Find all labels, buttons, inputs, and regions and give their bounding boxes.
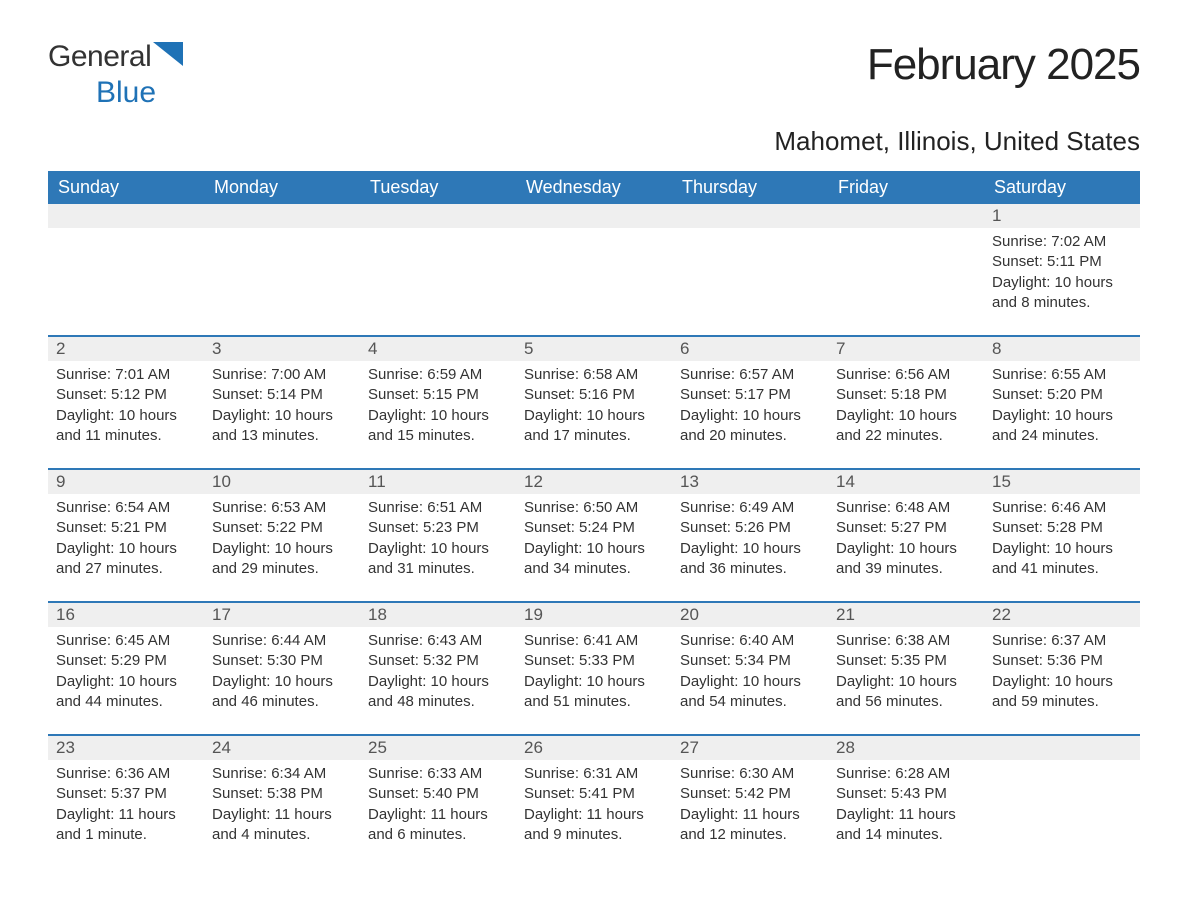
- day-cell-28: Sunrise: 6:28 AMSunset: 5:43 PMDaylight:…: [828, 760, 984, 867]
- weekday-wednesday: Wednesday: [516, 171, 672, 204]
- empty-cell: [516, 228, 672, 335]
- day-cell-7: Sunrise: 6:56 AMSunset: 5:18 PMDaylight:…: [828, 361, 984, 468]
- empty-cell: [48, 228, 204, 335]
- flag-icon: [153, 42, 183, 66]
- header: General Blue February 2025: [48, 40, 1140, 108]
- day-cell-3: Sunrise: 7:00 AMSunset: 5:14 PMDaylight:…: [204, 361, 360, 468]
- daynum-row: 232425262728: [48, 736, 1140, 760]
- content-row: Sunrise: 6:54 AMSunset: 5:21 PMDaylight:…: [48, 494, 1140, 601]
- calendar-body: 1Sunrise: 7:02 AMSunset: 5:11 PMDaylight…: [48, 204, 1140, 867]
- weekday-monday: Monday: [204, 171, 360, 204]
- weekday-saturday: Saturday: [984, 171, 1140, 204]
- day-cell-15: Sunrise: 6:46 AMSunset: 5:28 PMDaylight:…: [984, 494, 1140, 601]
- calendar-table: SundayMondayTuesdayWednesdayThursdayFrid…: [48, 171, 1140, 867]
- empty-cell: [516, 204, 672, 228]
- day-number-16: 16: [48, 603, 204, 627]
- day-cell-22: Sunrise: 6:37 AMSunset: 5:36 PMDaylight:…: [984, 627, 1140, 734]
- day-number-17: 17: [204, 603, 360, 627]
- weekday-tuesday: Tuesday: [360, 171, 516, 204]
- location-label: Mahomet, Illinois, United States: [48, 126, 1140, 157]
- content-row: Sunrise: 7:02 AMSunset: 5:11 PMDaylight:…: [48, 228, 1140, 335]
- empty-cell: [984, 760, 1140, 867]
- day-number-23: 23: [48, 736, 204, 760]
- day-cell-8: Sunrise: 6:55 AMSunset: 5:20 PMDaylight:…: [984, 361, 1140, 468]
- content-row: Sunrise: 6:45 AMSunset: 5:29 PMDaylight:…: [48, 627, 1140, 734]
- day-cell-12: Sunrise: 6:50 AMSunset: 5:24 PMDaylight:…: [516, 494, 672, 601]
- day-cell-23: Sunrise: 6:36 AMSunset: 5:37 PMDaylight:…: [48, 760, 204, 867]
- day-cell-1: Sunrise: 7:02 AMSunset: 5:11 PMDaylight:…: [984, 228, 1140, 335]
- day-cell-24: Sunrise: 6:34 AMSunset: 5:38 PMDaylight:…: [204, 760, 360, 867]
- day-cell-17: Sunrise: 6:44 AMSunset: 5:30 PMDaylight:…: [204, 627, 360, 734]
- day-number-10: 10: [204, 470, 360, 494]
- daynum-row: 1: [48, 204, 1140, 228]
- daynum-row: 16171819202122: [48, 603, 1140, 627]
- day-cell-18: Sunrise: 6:43 AMSunset: 5:32 PMDaylight:…: [360, 627, 516, 734]
- day-cell-13: Sunrise: 6:49 AMSunset: 5:26 PMDaylight:…: [672, 494, 828, 601]
- day-number-26: 26: [516, 736, 672, 760]
- day-number-2: 2: [48, 337, 204, 361]
- empty-cell: [672, 204, 828, 228]
- day-number-20: 20: [672, 603, 828, 627]
- day-number-13: 13: [672, 470, 828, 494]
- empty-cell: [204, 228, 360, 335]
- daynum-row: 2345678: [48, 337, 1140, 361]
- day-number-22: 22: [984, 603, 1140, 627]
- empty-cell: [360, 204, 516, 228]
- weekday-sunday: Sunday: [48, 171, 204, 204]
- day-number-12: 12: [516, 470, 672, 494]
- daynum-row: 9101112131415: [48, 470, 1140, 494]
- day-cell-27: Sunrise: 6:30 AMSunset: 5:42 PMDaylight:…: [672, 760, 828, 867]
- day-cell-16: Sunrise: 6:45 AMSunset: 5:29 PMDaylight:…: [48, 627, 204, 734]
- day-cell-20: Sunrise: 6:40 AMSunset: 5:34 PMDaylight:…: [672, 627, 828, 734]
- page-title: February 2025: [867, 40, 1140, 90]
- content-row: Sunrise: 6:36 AMSunset: 5:37 PMDaylight:…: [48, 760, 1140, 867]
- brand-general: General: [48, 40, 151, 73]
- weekday-thursday: Thursday: [672, 171, 828, 204]
- empty-cell: [360, 228, 516, 335]
- empty-cell: [204, 204, 360, 228]
- day-cell-10: Sunrise: 6:53 AMSunset: 5:22 PMDaylight:…: [204, 494, 360, 601]
- day-number-15: 15: [984, 470, 1140, 494]
- empty-cell: [828, 204, 984, 228]
- day-number-25: 25: [360, 736, 516, 760]
- day-number-5: 5: [516, 337, 672, 361]
- day-number-19: 19: [516, 603, 672, 627]
- brand-blue: Blue: [96, 76, 156, 109]
- day-number-24: 24: [204, 736, 360, 760]
- day-number-9: 9: [48, 470, 204, 494]
- day-cell-5: Sunrise: 6:58 AMSunset: 5:16 PMDaylight:…: [516, 361, 672, 468]
- day-number-11: 11: [360, 470, 516, 494]
- empty-cell: [984, 736, 1140, 760]
- day-cell-21: Sunrise: 6:38 AMSunset: 5:35 PMDaylight:…: [828, 627, 984, 734]
- empty-cell: [48, 204, 204, 228]
- content-row: Sunrise: 7:01 AMSunset: 5:12 PMDaylight:…: [48, 361, 1140, 468]
- day-cell-14: Sunrise: 6:48 AMSunset: 5:27 PMDaylight:…: [828, 494, 984, 601]
- day-number-8: 8: [984, 337, 1140, 361]
- day-cell-2: Sunrise: 7:01 AMSunset: 5:12 PMDaylight:…: [48, 361, 204, 468]
- day-number-21: 21: [828, 603, 984, 627]
- day-cell-25: Sunrise: 6:33 AMSunset: 5:40 PMDaylight:…: [360, 760, 516, 867]
- day-cell-26: Sunrise: 6:31 AMSunset: 5:41 PMDaylight:…: [516, 760, 672, 867]
- day-cell-19: Sunrise: 6:41 AMSunset: 5:33 PMDaylight:…: [516, 627, 672, 734]
- day-number-4: 4: [360, 337, 516, 361]
- day-number-3: 3: [204, 337, 360, 361]
- day-number-7: 7: [828, 337, 984, 361]
- day-number-1: 1: [984, 204, 1140, 228]
- empty-cell: [672, 228, 828, 335]
- day-number-27: 27: [672, 736, 828, 760]
- day-number-6: 6: [672, 337, 828, 361]
- day-cell-6: Sunrise: 6:57 AMSunset: 5:17 PMDaylight:…: [672, 361, 828, 468]
- day-number-14: 14: [828, 470, 984, 494]
- day-cell-9: Sunrise: 6:54 AMSunset: 5:21 PMDaylight:…: [48, 494, 204, 601]
- day-number-28: 28: [828, 736, 984, 760]
- day-cell-4: Sunrise: 6:59 AMSunset: 5:15 PMDaylight:…: [360, 361, 516, 468]
- empty-cell: [828, 228, 984, 335]
- weekday-header-row: SundayMondayTuesdayWednesdayThursdayFrid…: [48, 171, 1140, 204]
- day-number-18: 18: [360, 603, 516, 627]
- weekday-friday: Friday: [828, 171, 984, 204]
- day-cell-11: Sunrise: 6:51 AMSunset: 5:23 PMDaylight:…: [360, 494, 516, 601]
- brand-logo: General Blue: [48, 40, 183, 108]
